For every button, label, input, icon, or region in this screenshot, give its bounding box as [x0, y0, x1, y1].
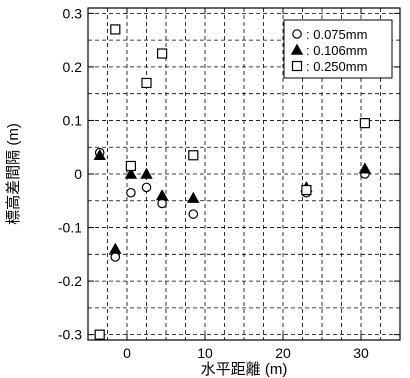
legend-marker	[290, 43, 304, 55]
y-tick-label: -0.3	[58, 327, 82, 343]
data-point-series-3	[301, 184, 312, 196]
data-point-series-1	[157, 198, 167, 209]
data-point-series-2	[109, 242, 122, 254]
legend-marker	[292, 29, 302, 39]
data-point-series-3	[359, 118, 370, 129]
data-point-series-3	[188, 150, 199, 161]
data-point-series-3	[141, 77, 152, 89]
data-point-series-1	[110, 252, 121, 262]
x-axis-label: 水平距離 (m)	[201, 360, 288, 378]
data-point-series-2	[187, 191, 200, 203]
data-point-series-2	[124, 167, 138, 179]
data-point-series-1	[126, 187, 136, 198]
data-point-series-1	[141, 182, 152, 193]
x-tick-label: 0	[123, 345, 131, 361]
data-point-series-3	[110, 24, 121, 35]
data-point-series-3	[157, 48, 168, 59]
y-tick-label: 0	[74, 166, 82, 182]
legend-label: : 0.106mm	[306, 43, 367, 58]
y-tick-label: 0.1	[63, 112, 83, 128]
y-tick-label: 0.2	[63, 59, 83, 75]
x-tick-label: 10	[197, 345, 213, 361]
x-tick-label: 30	[353, 345, 369, 361]
legend-marker	[291, 60, 303, 72]
grid	[88, 8, 400, 340]
y-axis-label: 標高差間隔 (m)	[5, 123, 22, 225]
data-point-series-2	[140, 167, 153, 179]
data-point-series-1	[188, 209, 199, 219]
data-point-series-3	[94, 329, 105, 340]
data-point-series-2	[358, 162, 372, 174]
data-point-series-3	[125, 160, 137, 172]
data-point-series-2	[93, 148, 106, 161]
legend-label: : 0.250mm	[306, 59, 367, 74]
y-tick-label: -0.1	[58, 220, 82, 236]
y-tick-label: 0.3	[63, 5, 83, 21]
x-tick-label: 20	[275, 345, 291, 361]
data-point-series-2	[155, 189, 169, 201]
legend-label: : 0.075mm	[306, 27, 367, 42]
y-tick-label: -0.2	[58, 273, 82, 289]
